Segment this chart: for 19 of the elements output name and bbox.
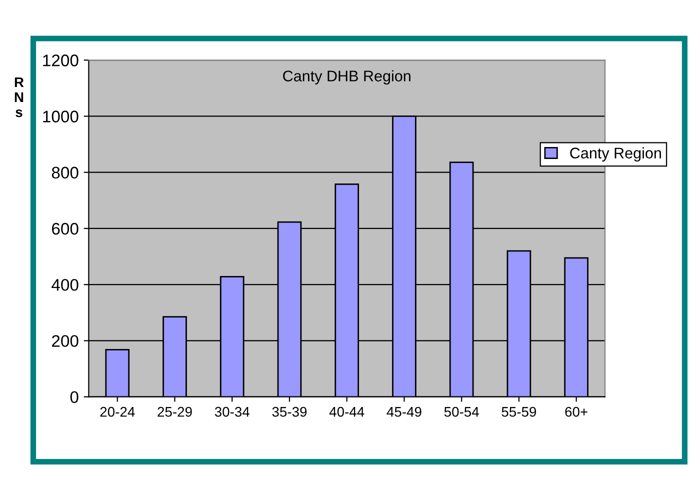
x-tick-label: 35-39 [272,406,307,417]
x-tick-label: 55-59 [502,406,536,417]
y-tick-label: 0 [70,391,78,404]
y-tick-label: 200 [52,335,78,347]
legend-label: Canty Region [570,147,661,162]
y-axis-title: RNs [14,77,24,118]
x-tick-label: 30-34 [214,406,250,417]
x-tick-label: 40-44 [329,406,364,417]
y-tick-label: 1000 [43,110,78,122]
x-tick-label: 25-29 [158,406,192,417]
y-tick-label: 600 [52,222,78,235]
y-tick-label: 1200 [43,54,78,66]
y-tick-label: 800 [52,166,78,179]
y-tick-label: 400 [52,278,78,291]
x-tick-label: 20-24 [100,406,135,417]
x-tick-label: 60+ [565,406,588,417]
text: Canty DHB Region [283,70,410,84]
x-tick-label: 50-54 [444,406,479,417]
x-tick-label: 45-49 [386,406,422,417]
